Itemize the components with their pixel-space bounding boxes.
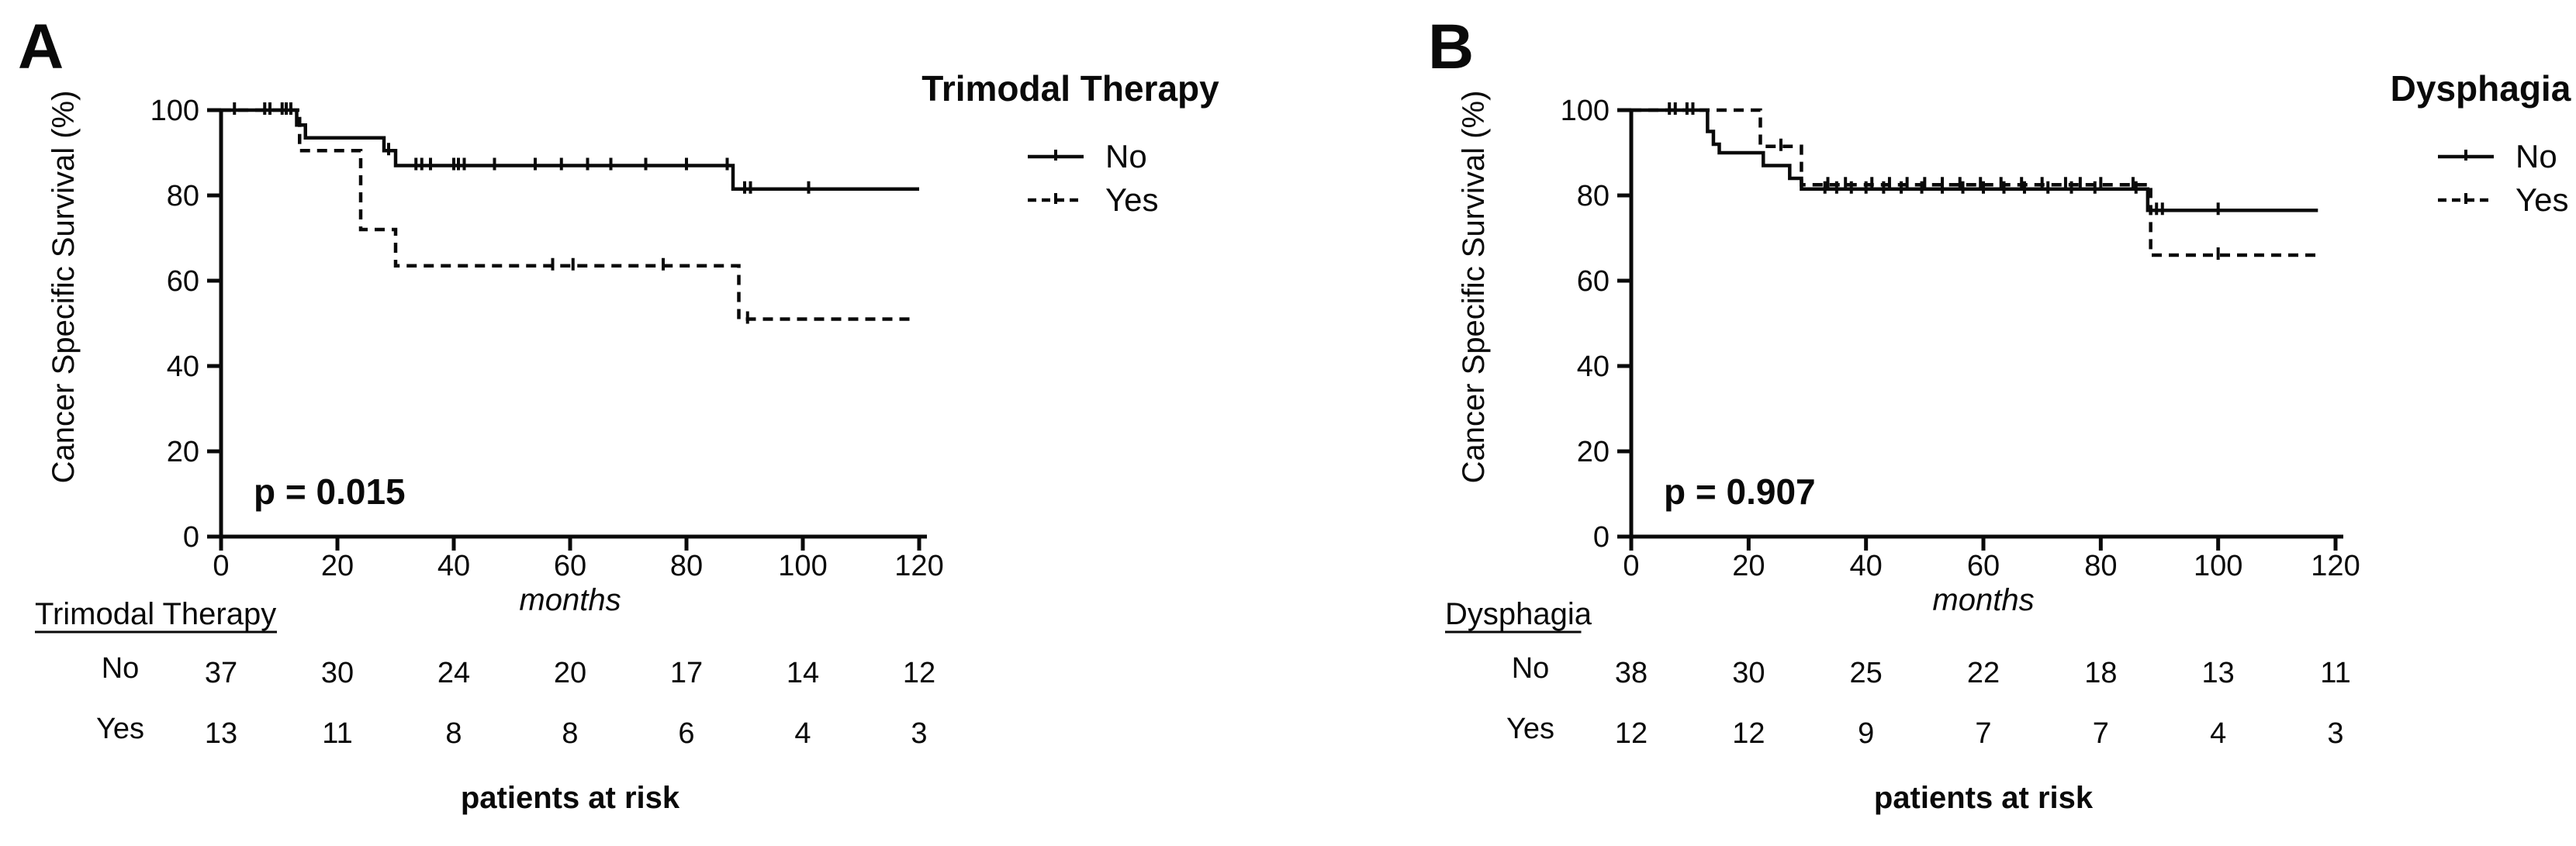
y-tick-label: 60 [1577,265,1610,298]
risk-table-group-label: Trimodal Therapy [35,597,276,631]
x-tick-label: 20 [321,550,354,582]
x-tick-label: 60 [1967,550,2000,582]
panel-a: A 0 20 40 60 80 100 0 20 40 60 80 100 120 Cancer Speci… [18,12,1219,815]
risk-count: 20 [554,657,586,689]
risk-count: 18 [2084,657,2117,689]
x-axis-title: months [1932,583,2034,617]
x-tick-label: 20 [1732,550,1765,582]
risk-count: 8 [562,717,578,750]
risk-count: 22 [1967,657,2000,689]
risk-row-label: No [1512,652,1550,685]
legend-item-label: Yes [2515,181,2569,218]
km-curve-no [221,108,919,191]
risk-count: 30 [321,657,354,689]
x-tick-label: 80 [670,550,703,582]
risk-count: 11 [2320,657,2350,689]
y-tick-label: 20 [1577,436,1610,468]
legend-item-label: No [1105,138,1147,174]
legend-title: Dysphagia [2391,68,2571,109]
risk-count: 4 [2210,717,2226,750]
km-curve-no [1631,108,2318,212]
patients-at-risk-caption: patients at risk [461,781,680,815]
y-tick-label: 0 [183,521,199,554]
risk-count: 4 [794,717,811,750]
x-tick-label: 40 [1850,550,1883,582]
patients-at-risk-caption: patients at risk [1874,781,2094,815]
p-value-label: p = 0.907 [1664,471,1816,512]
y-axis-title: Cancer Specific Survival (%) [47,91,81,484]
x-tick-label: 60 [554,550,586,582]
y-tick-label: 0 [1593,521,1610,554]
risk-count: 6 [678,717,694,750]
risk-count: 12 [1615,717,1648,750]
risk-count: 37 [205,657,237,689]
y-tick-label: 80 [167,180,199,212]
x-axis-title: months [519,583,621,617]
x-tick-label: 80 [2084,550,2117,582]
x-tick-label: 40 [437,550,470,582]
x-tick-label: 100 [778,550,827,582]
p-value-label: p = 0.015 [254,471,406,512]
risk-count: 13 [205,717,237,750]
risk-count: 17 [670,657,703,689]
y-tick-label: 60 [167,265,199,298]
y-tick-label: 100 [1561,95,1610,127]
y-tick-label: 80 [1577,180,1610,212]
legend-item-label: Yes [1105,181,1159,218]
risk-count: 30 [1732,657,1765,689]
risk-count: 14 [787,657,819,689]
x-tick-label: 120 [894,550,943,582]
y-axis-title: Cancer Specific Survival (%) [1457,91,1491,484]
risk-count: 9 [1858,717,1874,750]
x-tick-label: 100 [2194,550,2242,582]
x-tick-label: 0 [213,550,229,582]
risk-count: 7 [2093,717,2109,750]
km-curve-yes [1631,108,2318,257]
risk-count: 12 [1732,717,1765,750]
risk-row-label: Yes [96,713,144,745]
y-tick-label: 40 [1577,350,1610,383]
x-tick-label: 0 [1623,550,1639,582]
legend-title: Trimodal Therapy [921,68,1219,109]
risk-row-label: Yes [1506,713,1554,745]
risk-count: 3 [911,717,927,750]
panel-label: A [18,12,64,82]
risk-count: 12 [903,657,935,689]
risk-count: 3 [2327,717,2343,750]
panel-label: B [1428,12,1474,82]
risk-count: 7 [1975,717,1991,750]
y-tick-label: 40 [167,350,199,383]
risk-count: 25 [1850,657,1883,689]
y-tick-label: 100 [150,95,199,127]
risk-table-group-label: Dysphagia [1445,597,1592,631]
y-tick-label: 20 [167,436,199,468]
risk-count: 11 [322,717,352,750]
risk-count: 38 [1615,657,1648,689]
risk-count: 8 [445,717,462,750]
x-tick-label: 120 [2311,550,2360,582]
risk-count: 13 [2202,657,2235,689]
km-curve-yes [221,108,914,321]
risk-row-label: No [102,652,140,685]
panel-b: B 0 20 40 60 80 100 0 20 40 60 80 100 120 Cancer Speci… [1428,12,2571,815]
risk-count: 24 [437,657,470,689]
legend-item-label: No [2515,138,2557,174]
